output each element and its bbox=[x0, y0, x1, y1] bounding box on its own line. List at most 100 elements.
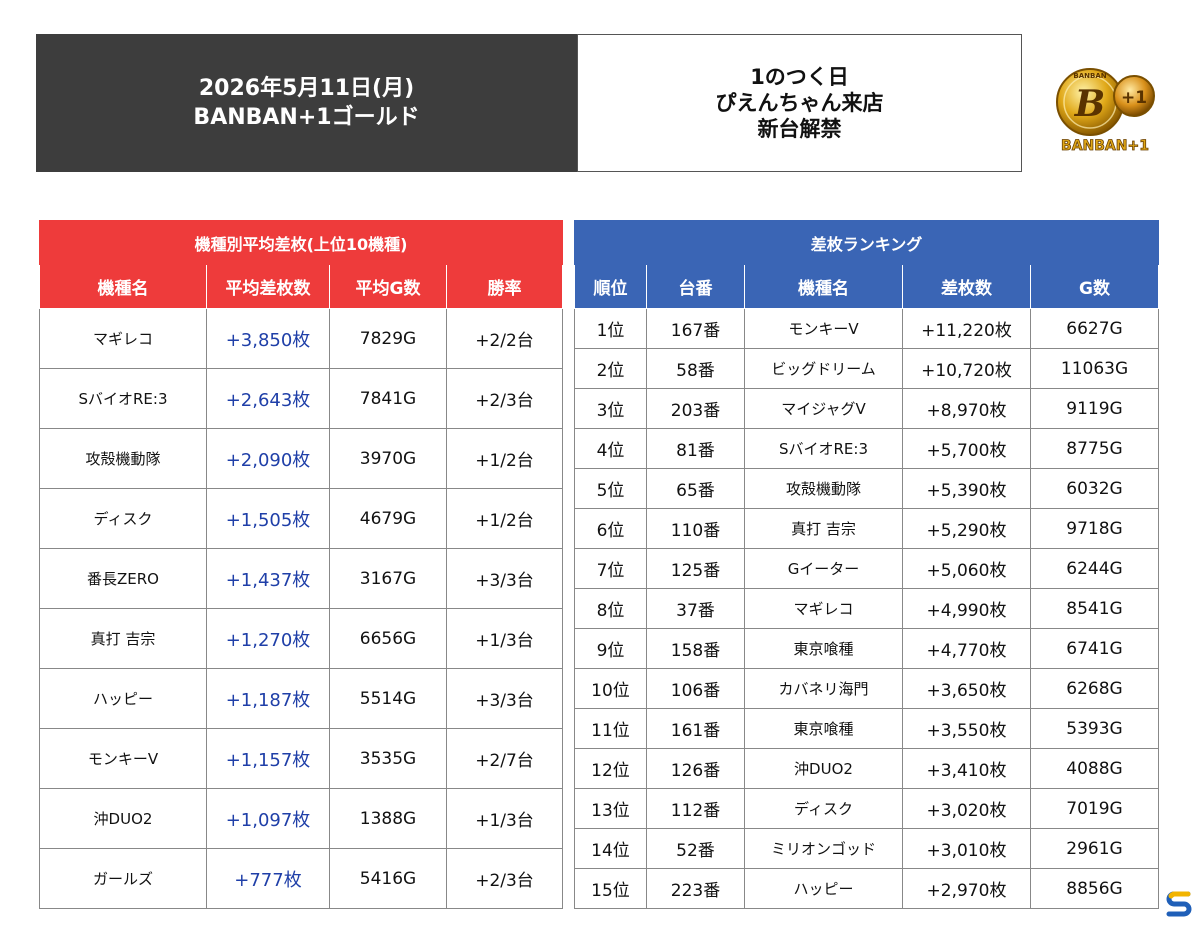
game-count: 7019G bbox=[1029, 788, 1160, 829]
avg-diff: +777枚 bbox=[206, 848, 330, 909]
model-name: 東京喰種 bbox=[744, 708, 903, 749]
ranking-title: 差枚ランキング bbox=[573, 220, 1160, 265]
diff-count: +3,020枚 bbox=[902, 788, 1031, 829]
rank: 9位 bbox=[574, 628, 647, 669]
avg-diff: +2,090枚 bbox=[206, 428, 330, 489]
table-row: 3位 203番 マイジャグV +8,970枚 9119G bbox=[574, 388, 1160, 429]
rank: 7位 bbox=[574, 548, 647, 589]
game-count: 2961G bbox=[1029, 828, 1160, 869]
avg-games: 7829G bbox=[329, 308, 447, 369]
game-count: 6032G bbox=[1029, 468, 1160, 509]
table-row: 15位 223番 ハッピー +2,970枚 8856G bbox=[574, 868, 1160, 909]
rank: 6位 bbox=[574, 508, 647, 549]
model-name: 番長ZERO bbox=[39, 548, 207, 609]
diff-count: +5,060枚 bbox=[902, 548, 1031, 589]
rank: 3位 bbox=[574, 388, 647, 429]
game-count: 5393G bbox=[1029, 708, 1160, 749]
table-row: 14位 52番 ミリオンゴッド +3,010枚 2961G bbox=[574, 828, 1160, 869]
avg-games: 3167G bbox=[329, 548, 447, 609]
table-row: 5位 65番 攻殻機動隊 +5,390枚 6032G bbox=[574, 468, 1160, 509]
model-name: モンキーV bbox=[39, 728, 207, 789]
avg-games: 7841G bbox=[329, 368, 447, 429]
game-count: 9718G bbox=[1029, 508, 1160, 549]
machine-number: 58番 bbox=[646, 348, 745, 389]
model-name: ディスク bbox=[744, 788, 903, 829]
table-row: 番長ZERO +1,437枚 3167G +3/3台 bbox=[39, 548, 564, 609]
table-row: ガールズ +777枚 5416G +2/3台 bbox=[39, 848, 564, 909]
game-count: 8856G bbox=[1029, 868, 1160, 909]
table-row: ディスク +1,505枚 4679G +1/2台 bbox=[39, 488, 564, 549]
win-rate: +2/7台 bbox=[445, 728, 564, 789]
column-header-avg-diff: 平均差枚数 bbox=[206, 264, 330, 309]
machine-number: 223番 bbox=[646, 868, 745, 909]
table-row: ハッピー +1,187枚 5514G +3/3台 bbox=[39, 668, 564, 729]
avg-games: 3970G bbox=[329, 428, 447, 489]
rank: 1位 bbox=[574, 308, 647, 349]
rank: 13位 bbox=[574, 788, 647, 829]
diff-count: +4,990枚 bbox=[902, 588, 1031, 629]
table-row: マギレコ +3,850枚 7829G +2/2台 bbox=[39, 308, 564, 369]
table-row: 11位 161番 東京喰種 +3,550枚 5393G bbox=[574, 708, 1160, 749]
avg-diff: +3,850枚 bbox=[206, 308, 330, 369]
model-name: ガールズ bbox=[39, 848, 207, 909]
model-name: モンキーV bbox=[744, 308, 903, 349]
model-name: カバネリ海門 bbox=[744, 668, 903, 709]
model-name: 沖DUO2 bbox=[744, 748, 903, 789]
rank: 11位 bbox=[574, 708, 647, 749]
table-row: 4位 81番 SバイオRE:3 +5,700枚 8775G bbox=[574, 428, 1160, 469]
table-row: 10位 106番 カバネリ海門 +3,650枚 6268G bbox=[574, 668, 1160, 709]
logo-plus-text: +1 bbox=[1121, 88, 1147, 108]
machine-number: 126番 bbox=[646, 748, 745, 789]
model-name: ビッグドリーム bbox=[744, 348, 903, 389]
model-name: ハッピー bbox=[744, 868, 903, 909]
model-name: ハッピー bbox=[39, 668, 207, 729]
event-line-3: 新台解禁 bbox=[757, 117, 842, 141]
win-rate: +1/2台 bbox=[445, 428, 564, 489]
table-row: 7位 125番 Gイーター +5,060枚 6244G bbox=[574, 548, 1160, 589]
avg-games: 4679G bbox=[329, 488, 447, 549]
table-row: モンキーV +1,157枚 3535G +2/7台 bbox=[39, 728, 564, 789]
model-name: 攻殻機動隊 bbox=[744, 468, 903, 509]
model-name: Gイーター bbox=[744, 548, 903, 589]
svg-text:B: B bbox=[1074, 83, 1105, 125]
table-row: 8位 37番 マギレコ +4,990枚 8541G bbox=[574, 588, 1160, 629]
table-row: 2位 58番 ビッグドリーム +10,720枚 11063G bbox=[574, 348, 1160, 389]
avg-diff: +1,187枚 bbox=[206, 668, 330, 729]
win-rate: +1/3台 bbox=[445, 608, 564, 669]
game-count: 8541G bbox=[1029, 588, 1160, 629]
avg-games: 6656G bbox=[329, 608, 447, 669]
avg-games: 1388G bbox=[329, 788, 447, 849]
event-line-2: ぴえんちゃん来店 bbox=[715, 91, 884, 115]
table-row: 1位 167番 モンキーV +11,220枚 6627G bbox=[574, 308, 1160, 349]
rank: 4位 bbox=[574, 428, 647, 469]
model-name: 沖DUO2 bbox=[39, 788, 207, 849]
game-count: 9119G bbox=[1029, 388, 1160, 429]
machine-number: 161番 bbox=[646, 708, 745, 749]
diff-ranking-table: 差枚ランキング 順位 台番 機種名 差枚数 G数 1位 167番 モンキーV +… bbox=[573, 220, 1160, 909]
model-name: 真打 吉宗 bbox=[744, 508, 903, 549]
model-name: SバイオRE:3 bbox=[39, 368, 207, 429]
avg-diff: +1,097枚 bbox=[206, 788, 330, 849]
banban-plus1-coin-logo: B +1 BANBAN BANBAN+1 bbox=[1056, 68, 1155, 154]
avg-diff: +1,270枚 bbox=[206, 608, 330, 669]
rank: 8位 bbox=[574, 588, 647, 629]
avg-diff: +1,437枚 bbox=[206, 548, 330, 609]
model-average-title: 機種別平均差枚(上位10機種) bbox=[38, 220, 564, 265]
win-rate: +1/2台 bbox=[445, 488, 564, 549]
diff-count: +4,770枚 bbox=[902, 628, 1031, 669]
model-name: 東京喰種 bbox=[744, 628, 903, 669]
column-header-avg-games: 平均G数 bbox=[329, 264, 447, 309]
diff-count: +10,720枚 bbox=[902, 348, 1031, 389]
column-header-machine-no: 台番 bbox=[646, 264, 745, 309]
game-count: 6244G bbox=[1029, 548, 1160, 589]
model-name: 真打 吉宗 bbox=[39, 608, 207, 669]
table-row: SバイオRE:3 +2,643枚 7841G +2/3台 bbox=[39, 368, 564, 429]
machine-number: 203番 bbox=[646, 388, 745, 429]
avg-diff: +1,157枚 bbox=[206, 728, 330, 789]
logo-wordmark: BANBAN+1 bbox=[1061, 138, 1149, 154]
column-header-rank: 順位 bbox=[574, 264, 647, 309]
column-header-model: 機種名 bbox=[744, 264, 903, 309]
win-rate: +2/3台 bbox=[445, 848, 564, 909]
diff-count: +11,220枚 bbox=[902, 308, 1031, 349]
model-name: マギレコ bbox=[744, 588, 903, 629]
